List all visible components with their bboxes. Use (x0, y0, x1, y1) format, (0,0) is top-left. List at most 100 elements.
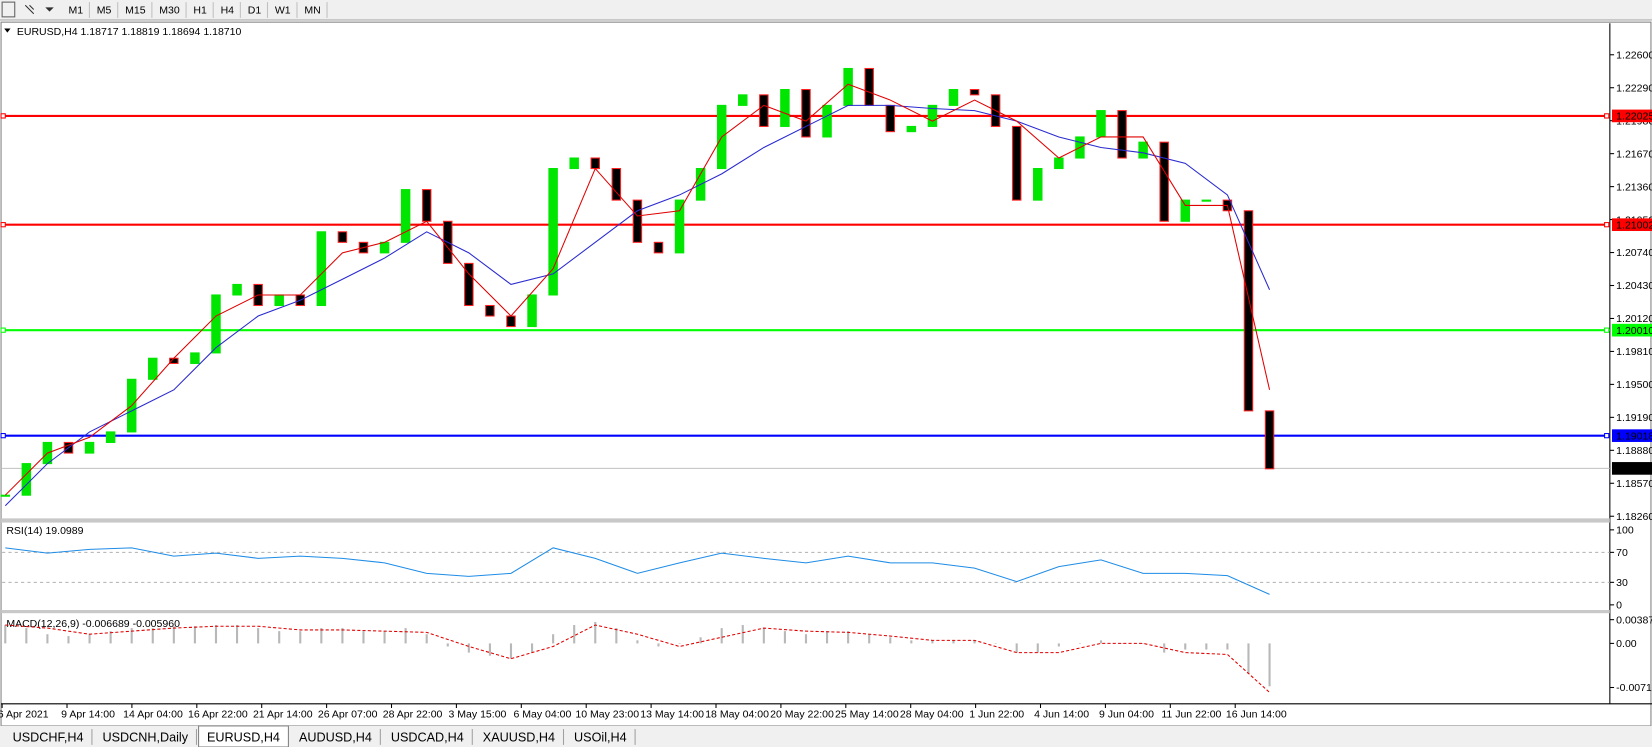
macd-bar (1226, 643, 1229, 650)
macd-tick-label: -0.007193 (1616, 682, 1652, 694)
macd-bar (4, 625, 7, 644)
header-arrow (4, 28, 11, 33)
tab[interactable]: XAUUSD,H4 (483, 729, 565, 745)
candle (379, 241, 390, 254)
tab-label[interactable]: USDCAD,H4 (391, 731, 464, 745)
macd-bar (46, 634, 49, 644)
time-label: 14 Apr 04:00 (123, 708, 183, 720)
timeframe-button[interactable]: W1 (275, 5, 291, 17)
candle (1117, 110, 1127, 159)
macd-bar (657, 643, 660, 647)
macd-bar (741, 625, 744, 644)
time-label: 25 May 14:00 (835, 708, 899, 720)
candle (864, 67, 874, 106)
candle (105, 431, 116, 443)
macd-bar (1015, 643, 1018, 653)
price-tick-label: 1.22600 (1616, 49, 1652, 61)
candle (506, 315, 516, 328)
timeframe-button[interactable]: H4 (221, 5, 235, 17)
tab-bar (0, 725, 1652, 747)
macd-bar (1163, 643, 1166, 653)
tab[interactable]: USDCAD,H4 (391, 729, 473, 745)
macd-bar (1247, 643, 1250, 675)
macd-bar (1205, 643, 1208, 650)
plot: 1.226001.222901.219801.216701.213601.210… (0, 49, 1652, 720)
macd-bar (699, 637, 702, 644)
time-label: 28 May 04:00 (900, 708, 964, 720)
macd-bar (615, 628, 618, 644)
candle (590, 157, 601, 170)
macd-bar (299, 631, 302, 644)
timeframe-button[interactable]: M5 (97, 5, 112, 17)
candle (632, 199, 643, 243)
level-anchor (0, 113, 6, 119)
macd-bar (973, 640, 976, 644)
tab-label[interactable]: USOil,H4 (574, 731, 627, 745)
current-price-box (1611, 462, 1652, 475)
tab-label[interactable]: USDCNH,Daily (102, 731, 188, 745)
time-label: 10 May 23:00 (575, 708, 639, 720)
rsi-tick-label: 30 (1616, 577, 1628, 589)
macd-bar (636, 640, 639, 644)
macd-header: MACD(12,26,9) -0.006689 -0.005960 (6, 618, 180, 630)
candle (232, 283, 242, 296)
pane-separator (1, 518, 1610, 523)
timeframe-button[interactable]: M15 (125, 5, 146, 17)
tab[interactable]: USDCHF,H4 (13, 729, 93, 745)
macd-bar (889, 637, 892, 644)
price-tick-label: 1.18880 (1616, 445, 1652, 457)
macd-bar (1036, 643, 1039, 653)
candle (211, 294, 221, 354)
level-label-box (1611, 323, 1652, 337)
macd-bar (172, 626, 175, 644)
macd-bar (320, 628, 323, 644)
tab-label[interactable]: EURUSD,H4 (207, 731, 280, 745)
candle (822, 104, 832, 138)
time-label: 9 Apr 14:00 (61, 708, 115, 720)
macd-bar (1121, 643, 1124, 644)
dropdown[interactable] (45, 7, 54, 12)
tab[interactable]: AUDUSD,H4 (299, 729, 381, 745)
time-label: 28 Apr 22:00 (383, 708, 443, 720)
tool-icon[interactable] (24, 4, 35, 15)
tool-icon[interactable] (1, 1, 16, 18)
tab-label[interactable]: XAUUSD,H4 (483, 731, 555, 745)
level-anchor (0, 433, 6, 439)
macd-bar (88, 634, 91, 644)
timeframe-button[interactable]: M30 (159, 5, 180, 17)
candle (1096, 110, 1106, 138)
candle (1180, 199, 1191, 222)
candle (1138, 141, 1148, 159)
macd-bar (67, 636, 70, 644)
time-label: 21 Apr 14:00 (253, 708, 313, 720)
timeframe-button[interactable]: H1 (193, 5, 207, 17)
macd-bar (130, 628, 133, 644)
tab[interactable]: USOil,H4 (574, 729, 636, 745)
time-label: 16 Apr 22:00 (188, 708, 248, 720)
tab-label[interactable]: USDCHF,H4 (13, 731, 84, 745)
moving-average (4, 83, 1271, 496)
macd-bar (25, 628, 28, 644)
macd-bar (193, 626, 196, 644)
macd-bar (931, 640, 934, 644)
candle (84, 441, 95, 454)
chart-header: EURUSD,H4 1.18717 1.18819 1.18694 1.1871… (17, 26, 242, 38)
timeframe-button[interactable]: MN (304, 5, 320, 17)
level-label-box (1611, 429, 1652, 442)
candle (885, 104, 896, 133)
tab[interactable]: EURUSD,H4 (198, 725, 289, 747)
timeframe-button[interactable]: M1 (68, 5, 83, 17)
level-anchor (0, 327, 6, 333)
candle (738, 94, 748, 106)
tab-label[interactable]: AUDUSD,H4 (299, 731, 372, 745)
price-tick-label: 1.22290 (1616, 82, 1652, 94)
candle (21, 463, 32, 496)
tab[interactable]: USDCNH,Daily (102, 729, 197, 745)
price-tick-label: 1.20430 (1616, 280, 1652, 292)
rsi-tick-label: 100 (1616, 525, 1634, 537)
timeframe-button[interactable]: D1 (248, 5, 262, 17)
macd-bar (1184, 643, 1187, 650)
macd-bar (509, 643, 513, 659)
macd-tick-label: 0.00 (1616, 638, 1637, 650)
time-label: 6 Apr 2021 (0, 708, 49, 720)
